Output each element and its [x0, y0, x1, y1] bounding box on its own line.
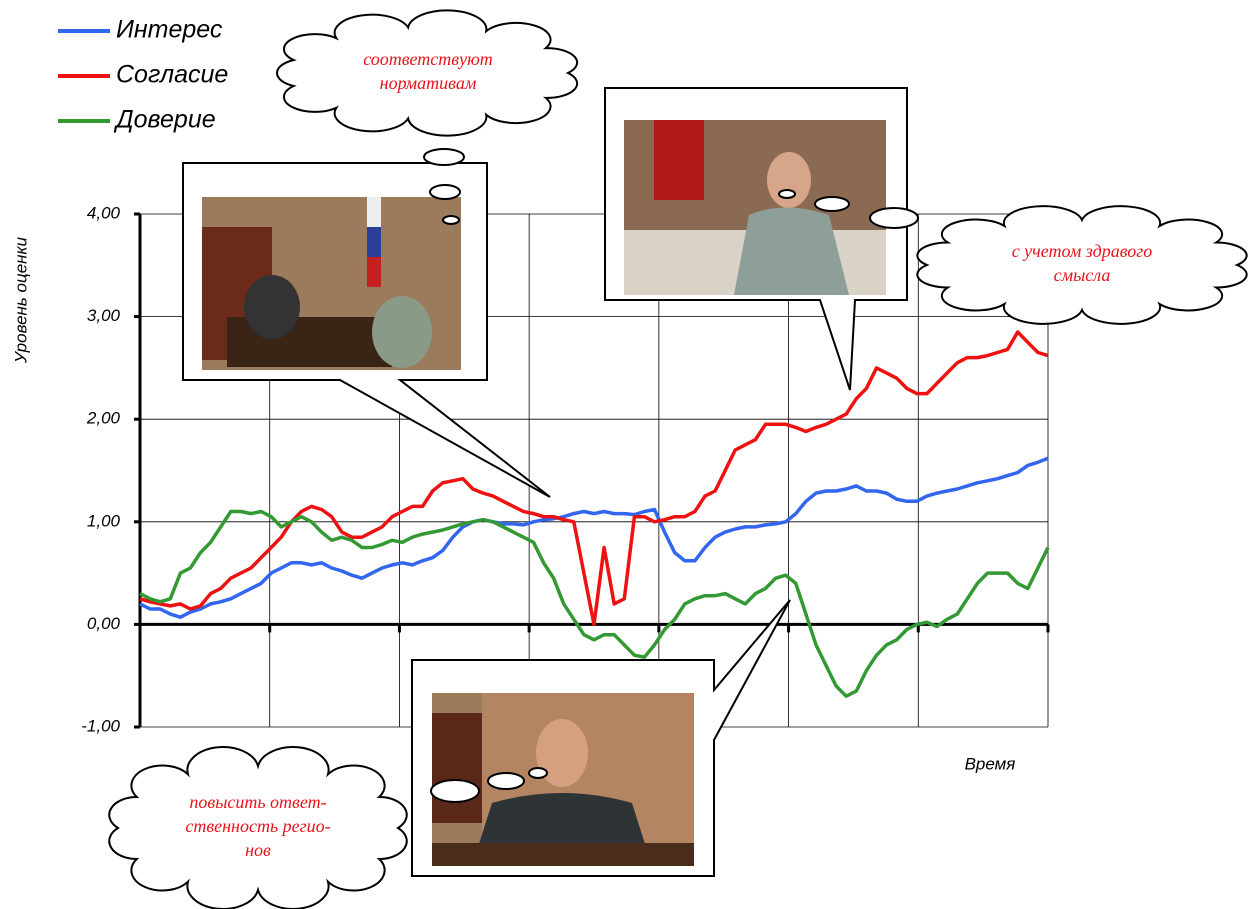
bookshelf	[432, 713, 482, 823]
thought-bubble	[814, 196, 850, 212]
cloud-text: повысить ответ-	[189, 792, 326, 812]
flag	[654, 120, 704, 200]
y-tick-label: 3,00	[87, 306, 121, 325]
callouts: соответствуют нормативам с учетом здравого…	[108, 9, 1248, 909]
photo	[624, 120, 886, 295]
thought-bubble	[429, 184, 461, 200]
legend-label: Интерес	[116, 16, 223, 44]
y-axis-label: Уровень оценки	[11, 236, 30, 364]
head	[767, 152, 811, 208]
thought-bubble	[487, 772, 525, 790]
y-tick-label: 4,00	[87, 203, 121, 222]
thought-bubble	[778, 189, 796, 199]
head	[536, 719, 588, 787]
cloud-text: смысла	[1054, 265, 1111, 285]
y-tick-label: 1,00	[87, 511, 121, 530]
series-line	[139, 509, 1050, 698]
cloud-text: нормативам	[380, 73, 477, 93]
person	[372, 296, 432, 368]
y-tick-label: 2,00	[86, 409, 121, 428]
photo	[202, 197, 461, 370]
series-line	[139, 456, 1049, 619]
x-axis-label: Время	[965, 754, 1016, 773]
person	[244, 275, 300, 339]
cloud	[276, 9, 579, 137]
flag-red	[367, 257, 381, 287]
flag-white	[367, 197, 381, 227]
y-tick-label: 0,00	[87, 614, 121, 633]
flag-blue	[367, 227, 381, 257]
thought-bubble	[430, 779, 480, 803]
legend-label: Доверие	[113, 106, 216, 134]
legend-label: Согласие	[116, 61, 228, 89]
cloud	[916, 205, 1248, 325]
thought-bubble	[528, 767, 548, 779]
cloud-text: соответствуют	[363, 49, 493, 69]
cloud-text: нов	[245, 840, 271, 860]
thought-bubble	[423, 148, 465, 166]
cloud	[108, 746, 408, 909]
table	[432, 843, 694, 866]
y-tick-label: -1,00	[81, 716, 120, 735]
cloud-text: ственность регио-	[185, 816, 330, 836]
cloud-text: с учетом здравого	[1012, 241, 1153, 261]
person	[734, 207, 849, 295]
thought-bubble	[442, 215, 460, 225]
thought-bubble	[869, 207, 919, 229]
photo	[432, 693, 694, 866]
